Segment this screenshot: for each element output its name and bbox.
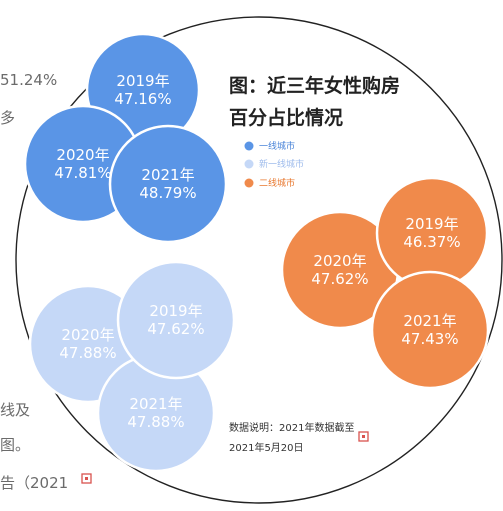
chart-title-line-2: 百分占比情况 <box>229 106 343 129</box>
background-text-percent: 51.24% <box>0 71 58 89</box>
bubble-value-label: 47.62% <box>311 270 368 288</box>
data-note-line-1: 数据说明：2021年数据截至 <box>229 421 354 434</box>
legend-dot-new-tier1 <box>244 159 254 169</box>
bubble-year-label: 2019年 <box>405 215 458 233</box>
background-text-fragment: 告（2021 <box>0 474 69 492</box>
legend: 一线城市 新一线城市 二线城市 <box>244 140 304 189</box>
bubble-2019年 <box>116 260 236 380</box>
legend-item-tier2: 二线城市 <box>259 177 295 189</box>
bubble-2021年 <box>108 124 228 244</box>
bubble-value-label: 47.88% <box>59 344 116 362</box>
chart-title-line-1: 图：近三年女性购房 <box>229 74 400 97</box>
bubble-2021年 <box>370 270 490 390</box>
bubble-year-label: 2019年 <box>116 72 169 90</box>
background-text-fragment: 多 <box>0 109 16 127</box>
bubble-value-label: 47.88% <box>127 413 184 431</box>
background-text-fragment: 线及 <box>0 401 31 419</box>
note-mark-icon <box>358 431 369 442</box>
mark-icon <box>81 473 92 484</box>
legend-dot-tier2 <box>244 178 254 188</box>
legend-item-tier1: 一线城市 <box>259 140 295 152</box>
legend-dot-tier1 <box>244 141 254 151</box>
legend-item-new-tier1: 新一线城市 <box>259 158 304 170</box>
bubble-value-label: 47.16% <box>114 90 171 108</box>
bubble-value-label: 47.62% <box>147 320 204 338</box>
bubble-year-label: 2020年 <box>56 146 109 164</box>
bubble-year-label: 2021年 <box>403 312 456 330</box>
bubble-value-label: 48.79% <box>139 184 196 202</box>
bubble-year-label: 2021年 <box>141 166 194 184</box>
background-text-fragment: 图。 <box>0 436 31 454</box>
bubble-year-label: 2020年 <box>313 252 366 270</box>
bubble-year-label: 2021年 <box>129 395 182 413</box>
data-note-line-2: 2021年5月20日 <box>229 441 304 454</box>
bubble-year-label: 2020年 <box>61 326 114 344</box>
bubble-value-label: 46.37% <box>403 233 460 251</box>
bubble-year-label: 2019年 <box>149 302 202 320</box>
bubble-value-label: 47.81% <box>54 164 111 182</box>
bubble-value-label: 47.43% <box>401 330 458 348</box>
